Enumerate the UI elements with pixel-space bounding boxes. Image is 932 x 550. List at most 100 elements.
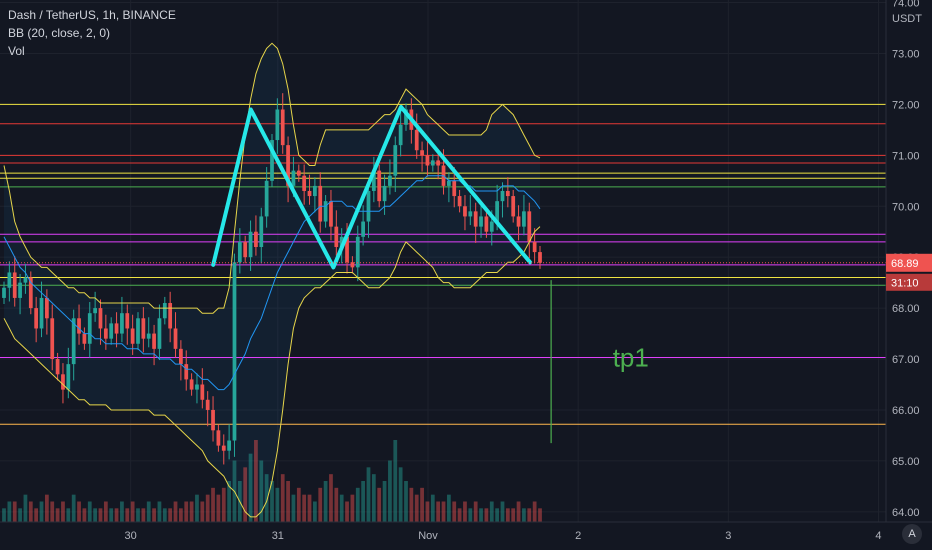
candle-body — [136, 318, 140, 344]
volume-bar — [227, 481, 231, 522]
volume-bar — [77, 501, 81, 522]
candle-body — [377, 170, 382, 202]
price-tick-label: 67.00 — [892, 354, 920, 366]
auto-scale-button[interactable]: A — [902, 524, 922, 544]
volume-bar — [457, 508, 462, 522]
candle-body — [366, 190, 371, 222]
legend-volume[interactable]: Vol — [8, 44, 25, 58]
volume-bar — [109, 508, 114, 522]
volume-bar — [505, 508, 510, 522]
volume-bar — [425, 501, 430, 522]
candle-body — [339, 236, 344, 247]
candle-body — [270, 140, 274, 181]
volume-bar — [141, 508, 146, 522]
volume-bar — [168, 508, 173, 522]
candle-body — [254, 231, 258, 247]
volume-bar — [189, 501, 194, 522]
candle-body — [61, 374, 65, 390]
price-tick-label: 71.00 — [892, 150, 920, 162]
candle-body — [264, 180, 269, 217]
time-tick-label: 3 — [725, 530, 731, 542]
candle-body — [2, 287, 6, 298]
volume-bar — [307, 494, 312, 522]
candle-body — [87, 313, 92, 344]
volume-bar — [489, 501, 494, 522]
candle-body — [393, 145, 398, 176]
candle-body — [200, 384, 205, 400]
candle-body — [45, 297, 49, 319]
candle-body — [382, 185, 387, 202]
volume-bar — [12, 501, 17, 522]
candle-body — [125, 313, 130, 329]
volume-bar — [500, 501, 505, 522]
volume-bar — [157, 501, 162, 522]
volume-bar — [275, 487, 280, 522]
volume-bar — [291, 494, 296, 522]
volume-bar — [130, 501, 135, 522]
price-tick-label: 65.00 — [892, 456, 920, 468]
candle-body — [248, 231, 253, 258]
volume-bar — [264, 474, 269, 522]
volume-bar — [152, 508, 156, 522]
last-price-tag — [886, 253, 932, 272]
volume-bar — [414, 494, 419, 522]
volume-bar — [329, 474, 333, 522]
candle-body — [527, 211, 532, 242]
candle-body — [205, 399, 210, 410]
candle-body — [425, 155, 430, 166]
candle-body — [323, 201, 328, 222]
legend-indicator-bb[interactable]: BB (20, close, 2, 0) — [8, 26, 111, 40]
currency-label: USDT — [892, 13, 922, 25]
bb-lower-line — [3, 226, 541, 518]
volume-bar — [34, 508, 39, 522]
countdown-tag-label: 31:10 — [891, 277, 919, 289]
volume-bar — [377, 487, 382, 522]
volume-bar — [302, 494, 307, 522]
candle-body — [345, 236, 349, 263]
price-tick-label: 64.00 — [892, 507, 920, 519]
candle-body — [237, 241, 242, 263]
annotation-tp1: tp1 — [613, 343, 649, 373]
candle-body — [227, 440, 231, 451]
candle-body — [55, 359, 60, 375]
candle-body — [152, 333, 156, 349]
volume-bar — [339, 494, 344, 522]
candle-body — [404, 109, 408, 125]
volume-bar — [345, 501, 349, 522]
candle-body — [179, 348, 183, 365]
time-tick-label: 2 — [575, 530, 581, 542]
candle-body — [302, 175, 307, 191]
candle-body — [195, 384, 199, 390]
plot-area — [0, 0, 886, 522]
candle-body — [286, 145, 290, 186]
volume-bar — [248, 453, 253, 522]
candle-body — [334, 226, 339, 247]
candle-body — [361, 221, 365, 237]
candle-body — [522, 211, 526, 227]
volume-bar — [398, 467, 403, 522]
candle-body — [71, 318, 76, 365]
volume-bar — [136, 508, 140, 522]
candle-body — [243, 241, 248, 258]
volume-bar — [468, 508, 473, 522]
volume-bar — [216, 494, 221, 522]
candle-body — [463, 206, 467, 217]
candle-body — [350, 262, 355, 268]
time-tick-label: 4 — [875, 530, 881, 542]
candle-body — [280, 109, 285, 146]
volume-bar — [388, 460, 392, 522]
candle-body — [77, 318, 81, 334]
candle-body — [82, 333, 87, 344]
volume-bar — [211, 487, 215, 522]
volume-bar — [532, 501, 537, 522]
candle-body — [291, 170, 296, 186]
candle-body — [307, 190, 312, 197]
legend-symbol[interactable]: Dash / TetherUS, 1h, BINANCE — [8, 8, 176, 22]
candle-body — [447, 180, 451, 186]
volume-bar — [479, 508, 483, 522]
candle-body — [120, 313, 124, 334]
candle-body — [141, 318, 146, 339]
volume-bar — [452, 501, 457, 522]
